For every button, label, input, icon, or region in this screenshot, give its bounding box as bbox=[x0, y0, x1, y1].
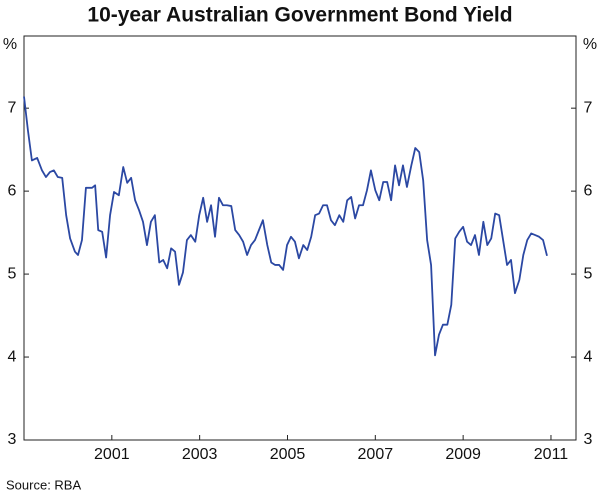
y-tick-label: 4 bbox=[8, 348, 17, 365]
y-unit-left: % bbox=[3, 36, 17, 53]
y-tick-label: 6 bbox=[8, 182, 17, 199]
x-tick-label: 2007 bbox=[358, 446, 394, 463]
x-tick-label: 2003 bbox=[182, 446, 218, 463]
x-tick-label: 2009 bbox=[445, 446, 481, 463]
x-tick-label: 2005 bbox=[270, 446, 306, 463]
plot-frame bbox=[23, 35, 577, 441]
x-tick-label: 2011 bbox=[534, 446, 569, 463]
y-tick-label: 3 bbox=[8, 431, 17, 448]
series-line bbox=[23, 96, 548, 357]
y2-tick-label: 5 bbox=[584, 265, 593, 282]
y-tick-label: 5 bbox=[8, 265, 17, 282]
y-tick-label: 7 bbox=[8, 99, 17, 116]
source-note: Source: RBA bbox=[6, 477, 81, 492]
x-tick-label: 2001 bbox=[94, 446, 130, 463]
y2-tick-label: 7 bbox=[584, 99, 593, 116]
y2-tick-label: 4 bbox=[584, 348, 593, 365]
y2-tick-label: 6 bbox=[584, 182, 593, 199]
y2-tick-label: 3 bbox=[584, 431, 593, 448]
chart-title: 10-year Australian Government Bond Yield bbox=[87, 4, 512, 27]
y-unit-right: % bbox=[583, 36, 597, 53]
